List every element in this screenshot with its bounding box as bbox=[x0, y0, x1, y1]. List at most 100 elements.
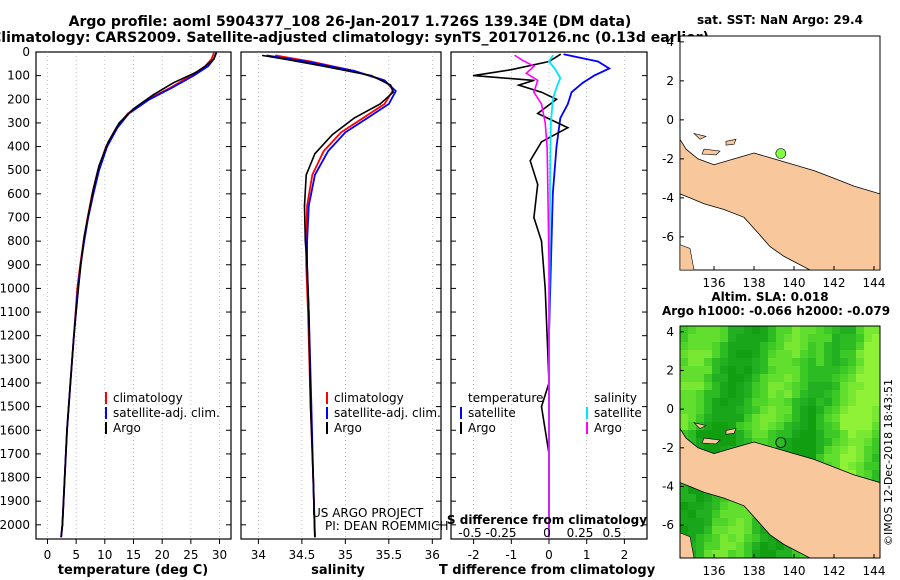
sla-cell bbox=[800, 414, 809, 423]
sla-cell bbox=[840, 446, 849, 455]
sla-cell bbox=[768, 534, 777, 543]
sla-cell bbox=[712, 334, 721, 343]
sla-cell bbox=[824, 350, 833, 359]
depth-tick-600: 600 bbox=[7, 187, 30, 201]
sla-cell bbox=[776, 406, 785, 415]
sla-cell bbox=[760, 550, 769, 559]
sst-axes-lon-label: 144 bbox=[863, 276, 886, 290]
sla-cell bbox=[712, 526, 721, 535]
sla-cell bbox=[680, 366, 689, 375]
sla-cell bbox=[728, 382, 737, 391]
credit-pi: PI: DEAN ROEMMICH bbox=[325, 519, 448, 533]
sla-cell bbox=[824, 446, 833, 455]
sla-cell bbox=[792, 350, 801, 359]
sla-cell bbox=[792, 422, 801, 431]
legend-satellite-label: satellite-adj. clim. bbox=[113, 406, 220, 420]
sla-cell bbox=[704, 358, 713, 367]
sla-cell bbox=[680, 382, 689, 391]
sla-cell bbox=[784, 550, 793, 559]
diff-stick-label: 0.25 bbox=[567, 526, 594, 540]
sla-cell bbox=[680, 422, 689, 431]
sla-cell bbox=[832, 342, 841, 351]
diff-point bbox=[544, 287, 546, 290]
sla-cell bbox=[712, 422, 721, 431]
sla-cell bbox=[856, 366, 865, 375]
sla-cell bbox=[856, 430, 865, 439]
sla-cell bbox=[816, 366, 825, 375]
depth-tick-1700: 1700 bbox=[0, 447, 30, 461]
sla-cell bbox=[784, 390, 793, 399]
sla-cell bbox=[816, 382, 825, 391]
sla-cell bbox=[792, 430, 801, 439]
sla-cell bbox=[720, 542, 729, 551]
temp-point bbox=[192, 74, 195, 77]
sla-cell bbox=[840, 374, 849, 383]
sla-cell bbox=[832, 390, 841, 399]
sla-map: Altim. SLA: 0.018 Argo h1000: -0.066 h20… bbox=[662, 290, 890, 578]
sla-cell bbox=[720, 446, 729, 455]
temp-point bbox=[210, 58, 213, 60]
island bbox=[725, 428, 737, 435]
title-line1: Argo profile: aoml 5904377_108 26-Jan-20… bbox=[69, 14, 632, 30]
sla-cell bbox=[712, 326, 721, 335]
sla-cell bbox=[832, 358, 841, 367]
sla-cell bbox=[728, 398, 737, 407]
depth-tick-1500: 1500 bbox=[0, 400, 30, 414]
diff-point bbox=[548, 60, 550, 63]
sla-cell bbox=[872, 366, 881, 375]
sst-axes-lat-label: 2 bbox=[666, 74, 674, 88]
temp-point bbox=[73, 334, 75, 337]
salinity-legend: climatology satellite-adj. clim. Argo bbox=[326, 391, 441, 435]
sla-axes-lon-label: 140 bbox=[783, 564, 806, 578]
sla-cell bbox=[856, 422, 865, 431]
sla-cell bbox=[872, 430, 881, 439]
temp-xtick-label: 20 bbox=[155, 548, 170, 562]
sla-cell bbox=[768, 398, 777, 407]
sla-cell bbox=[872, 406, 881, 415]
sla-cell bbox=[744, 374, 753, 383]
sla-cell bbox=[864, 382, 873, 391]
temp-point bbox=[60, 535, 62, 538]
sla-cell bbox=[816, 350, 825, 359]
sla-cell bbox=[752, 518, 761, 527]
sla-cell bbox=[768, 414, 777, 423]
sla-cell bbox=[680, 358, 689, 367]
sla-cell bbox=[792, 358, 801, 367]
sla-cell bbox=[736, 550, 745, 559]
sal-point bbox=[383, 79, 386, 82]
sla-cell bbox=[760, 342, 769, 351]
sla-axes-lon-label: 138 bbox=[743, 564, 766, 578]
sla-cell bbox=[760, 334, 769, 343]
sla-cell bbox=[776, 550, 785, 559]
temp-point bbox=[213, 58, 215, 60]
island bbox=[692, 132, 707, 140]
sal-point bbox=[389, 84, 392, 86]
temp-point bbox=[77, 287, 80, 290]
sla-cell bbox=[712, 406, 721, 415]
sla-cell bbox=[784, 414, 793, 423]
sla-cell bbox=[776, 326, 785, 335]
sla-cell bbox=[800, 358, 809, 367]
depth-tick-1600: 1600 bbox=[0, 423, 30, 437]
sla-axes-lon-label: 136 bbox=[703, 564, 726, 578]
sla-cell bbox=[800, 438, 809, 447]
sla-cell bbox=[704, 350, 713, 359]
sla-cell bbox=[688, 438, 697, 447]
sla-cell bbox=[872, 334, 881, 343]
sla-cell bbox=[712, 494, 721, 503]
sla-cell bbox=[848, 406, 857, 415]
sla-cell bbox=[688, 526, 697, 535]
sla-cell bbox=[784, 446, 793, 455]
temp-point bbox=[66, 429, 68, 432]
sla-map-border bbox=[679, 325, 881, 559]
sla-cell bbox=[744, 518, 753, 527]
sla-cell bbox=[872, 462, 881, 471]
sla-cell bbox=[720, 390, 729, 399]
depth-tick-1900: 1900 bbox=[0, 494, 30, 508]
sla-cell bbox=[768, 422, 777, 431]
sla-cell bbox=[688, 430, 697, 439]
sla-cell bbox=[824, 390, 833, 399]
sla-cell bbox=[728, 326, 737, 335]
sla-cell bbox=[848, 398, 857, 407]
